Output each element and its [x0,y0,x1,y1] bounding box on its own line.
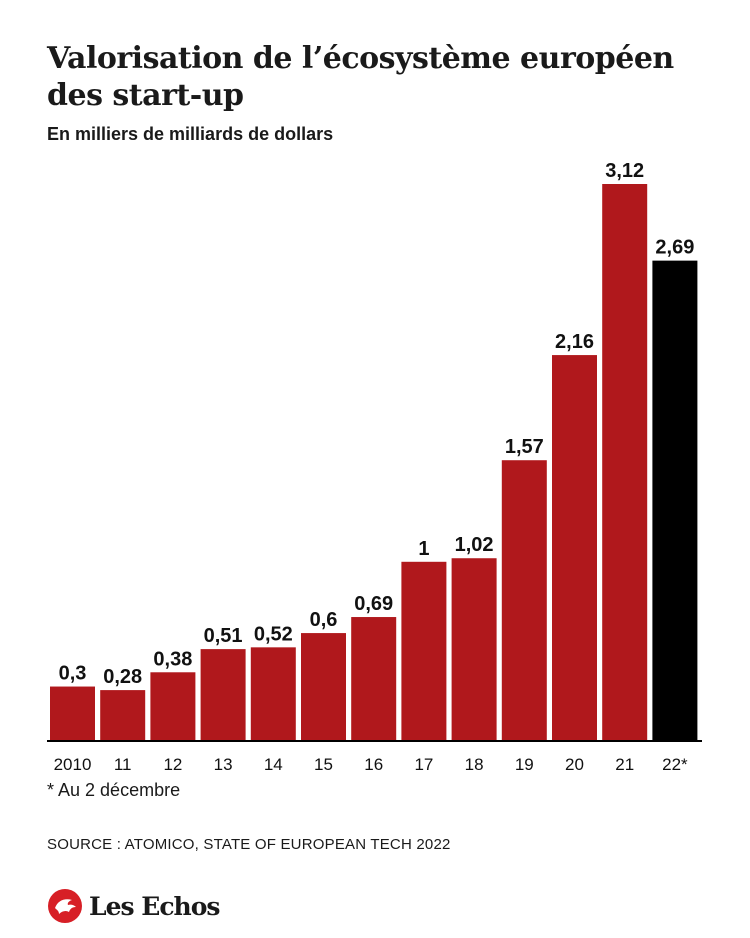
bar-12 [150,672,196,740]
data-label-18: 1,02 [455,534,494,556]
source-note: SOURCE : ATOMICO, STATE OF EUROPEAN TECH… [47,836,451,853]
x-tick-label-16: 16 [364,755,383,774]
data-label-13: 0,51 [204,625,243,647]
data-label-19: 1,57 [505,436,544,458]
brand-name: Les Echos [89,891,220,921]
bar-14 [250,647,296,740]
x-tick-label-19: 19 [515,755,534,774]
x-tick-label-20: 20 [565,755,584,774]
x-tick-label-15: 15 [314,755,333,774]
chart-title: Valorisation de l’écosystème européen de… [47,41,674,113]
x-tick-label-14: 14 [264,755,283,774]
x-tick-label-12: 12 [163,755,182,774]
data-label-15: 0,6 [310,609,338,631]
brand-logo: Les Echos [47,888,220,924]
data-label-12: 0,38 [153,648,192,670]
x-tick-label-2010: 2010 [54,755,92,774]
footnote: * Au 2 décembre [47,780,181,800]
data-label-16: 0,69 [354,593,393,615]
bar-22* [652,260,698,740]
data-label-2010: 0,3 [59,663,87,685]
les-echos-logo-icon [48,889,82,923]
data-label-20: 2,16 [555,331,594,353]
x-tick-label-11: 11 [114,755,132,774]
bar-chart: 0,3 2010 0,28 11 0,38 12 0,51 13 0,52 14 0,6 15 0,69… [47,160,702,774]
bar-2010 [50,686,95,740]
data-label-17: 1 [418,538,429,560]
x-tick-label-18: 18 [465,755,484,774]
bar-19 [501,460,547,740]
bar-21 [602,184,648,740]
data-label-14: 0,52 [254,623,293,645]
bar-13 [200,649,246,740]
x-tick-label-13: 13 [214,755,233,774]
x-tick-label-21: 21 [615,755,634,774]
bar-18 [451,558,497,740]
data-label-11: 0,28 [103,666,142,688]
bar-11 [100,690,146,740]
data-label-21: 3,12 [605,160,644,182]
data-label-22*: 2,69 [655,237,694,259]
chart-subtitle: En milliers de milliards de dollars [47,124,334,144]
bar-15 [301,633,346,740]
bar-17 [401,561,447,740]
bar-16 [351,617,397,740]
x-tick-label-17: 17 [414,755,433,774]
x-tick-label-22*: 22* [662,755,688,774]
bar-20 [552,355,597,740]
